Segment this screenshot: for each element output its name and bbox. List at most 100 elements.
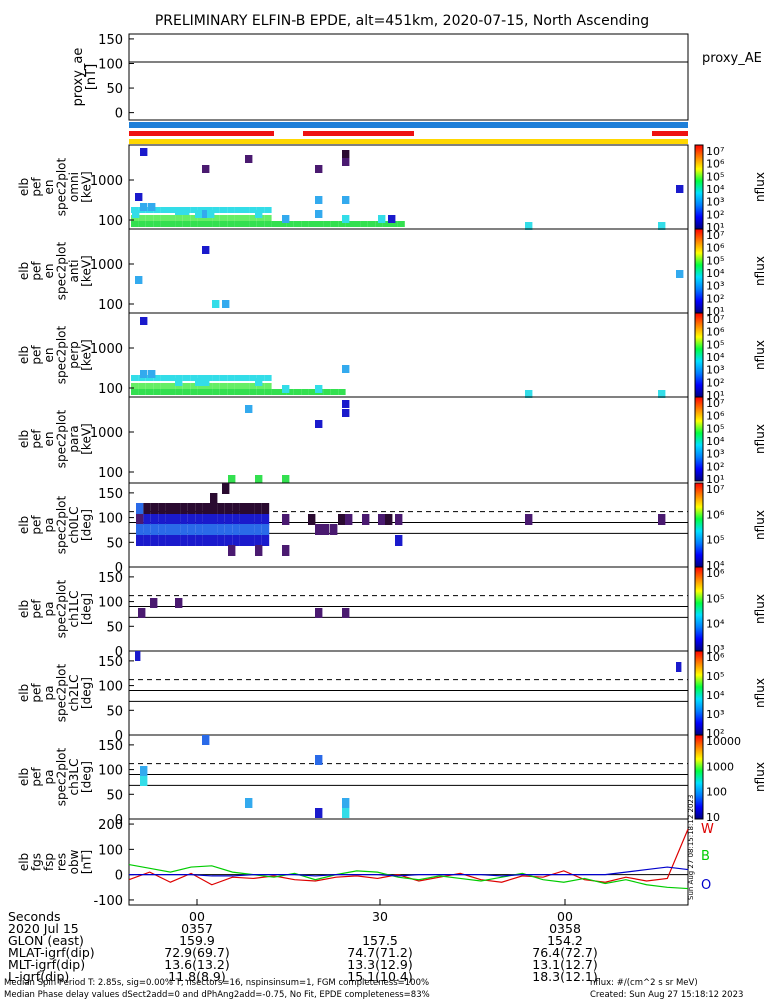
proxy-ae-tick-label: 150	[98, 33, 123, 48]
spec-cell	[219, 215, 228, 221]
spec-ylabel: [keV]	[80, 423, 94, 454]
pa-cell	[239, 524, 247, 535]
pa-ylabel: ch2LC	[67, 675, 81, 712]
colorbar-label: 10³	[706, 448, 724, 461]
colorbar-label: 10⁶	[706, 651, 725, 664]
pa-cell	[175, 598, 183, 608]
pa-cell	[150, 524, 159, 535]
spec-cell	[227, 383, 235, 389]
colorbar	[694, 734, 704, 820]
spec-ylabel: [keV]	[80, 255, 94, 286]
fgs-legend-label: W	[701, 822, 714, 837]
pa-cell	[187, 524, 196, 535]
colorbar	[694, 144, 704, 230]
pa-ylabel: ch1LC	[67, 591, 81, 628]
spec-cell	[330, 389, 339, 395]
spec-cell	[190, 383, 198, 389]
colorbar-label: 10³	[706, 364, 724, 377]
spec-tick-label: 1000	[90, 342, 123, 357]
spec-cell	[140, 148, 148, 156]
spec-cell	[249, 389, 257, 395]
spec-tick-label: 100	[98, 466, 123, 481]
spec-cell	[255, 210, 263, 218]
spec-cell	[160, 221, 168, 227]
spec-cell	[190, 215, 198, 221]
spec-ylabel: elb	[17, 346, 31, 364]
spec-cell	[168, 389, 176, 395]
colorbar-label: 10¹	[706, 473, 724, 486]
spec-cell	[242, 207, 250, 213]
pa-tick-label: 150	[98, 487, 123, 502]
spec-ylabel: spec2plot	[55, 157, 69, 216]
spec-cell	[227, 375, 235, 381]
spec-cell	[160, 389, 168, 395]
pa-tick-label: 50	[106, 788, 123, 803]
spec-cell	[525, 390, 533, 398]
spec-cell	[135, 276, 143, 284]
colorbar-label: 10⁶	[706, 242, 725, 255]
pa-cell	[143, 514, 151, 525]
spec-ylabel: omni	[67, 172, 81, 202]
spec-cell	[175, 207, 183, 215]
spec-cell	[242, 389, 250, 395]
spec-ylabel: [keV]	[80, 339, 94, 370]
colorbar-label: 10²	[706, 208, 724, 221]
spec-cell	[264, 375, 272, 381]
colorbar-label: 10³	[706, 708, 724, 721]
footer-cell: 13.1(12.7)	[532, 957, 597, 972]
colorbar-unit: nflux	[753, 340, 767, 370]
footer-cell: 00	[557, 909, 573, 924]
footer-note: Median Phase delay values dSect2add=0 an…	[4, 990, 430, 1000]
pa-cell	[217, 535, 225, 546]
spec-cell	[145, 383, 154, 389]
colorbar-label: 10⁴	[706, 351, 725, 364]
fgs-ylabel: res	[55, 853, 69, 871]
spec-ylabel: elb	[17, 262, 31, 280]
pa-ylabel: [deg]	[80, 593, 94, 625]
spec-cell	[249, 375, 257, 381]
spec-cell	[353, 221, 361, 227]
spec-tick-label: 100	[98, 382, 123, 397]
spec-cell	[315, 210, 323, 218]
colorbar-label: 1000	[706, 760, 734, 773]
spec-cell	[255, 475, 263, 483]
spec-cell	[168, 207, 176, 213]
pa-ylabel: pa	[42, 602, 56, 617]
spec-ylabel: en	[42, 348, 56, 363]
spec-cell	[168, 383, 176, 389]
spec-cell	[279, 221, 287, 227]
footer-cell: 0357	[181, 921, 213, 936]
pa-cell	[202, 524, 210, 535]
proxy-ae-ylabel: proxy_ae	[71, 48, 86, 107]
pa-cell	[140, 766, 148, 776]
colorbar-label: 10⁷	[706, 229, 724, 242]
spec-cell	[249, 215, 257, 221]
footer-cell: 0358	[549, 921, 581, 936]
pa-cell	[187, 535, 196, 546]
spec-cell	[140, 317, 148, 325]
spec-ylabel: en	[42, 180, 56, 195]
pa-cell	[210, 503, 218, 514]
blue-status-bar	[129, 122, 688, 128]
colorbar-label: 10⁷	[706, 397, 724, 410]
fgs-ylabel: [nT]	[80, 850, 94, 874]
pa-cell	[232, 535, 240, 546]
pa-cell	[136, 503, 144, 514]
spec-cell	[131, 383, 139, 389]
pa-cell	[180, 503, 188, 514]
pa-cell	[247, 514, 255, 525]
pa-cell	[210, 493, 218, 504]
footer-cell: 157.5	[362, 933, 398, 948]
spec-cell	[182, 389, 191, 395]
red-status-bar	[303, 131, 414, 136]
spec-cell	[153, 389, 161, 395]
spec-cell	[227, 221, 235, 227]
fgs-tick-label: 100	[98, 843, 123, 858]
pa-cell	[135, 651, 141, 661]
spec-cell	[301, 389, 309, 395]
spec-cell	[338, 221, 346, 227]
spec-cell	[345, 221, 353, 227]
spec-cell	[378, 215, 386, 223]
pa-cell	[345, 514, 353, 525]
colorbar-unit: nflux	[753, 172, 767, 202]
